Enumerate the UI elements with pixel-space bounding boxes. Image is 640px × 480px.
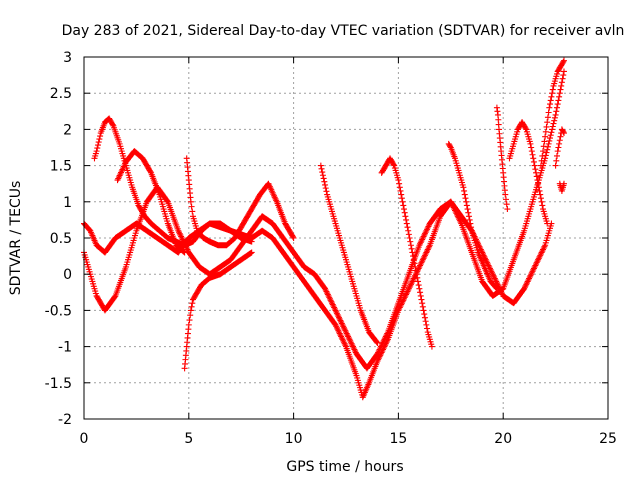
y-tick-label: 2.5 [50, 86, 72, 102]
y-tick-label: 0.5 [50, 231, 72, 247]
y-tick-label: 2 [63, 122, 72, 138]
x-tick-label: 25 [599, 431, 617, 447]
data-point-markers [493, 104, 511, 213]
series-track-7 [317, 162, 381, 346]
data-point-markers [183, 155, 297, 249]
y-tick-label: 0 [63, 267, 72, 283]
x-tick-label: 20 [494, 431, 512, 447]
axes: 0 5 10 15 20 25 -2 -1.5 -1 -0.5 0 0.5 1 1.5 2 2.5 3 [45, 50, 617, 447]
series-track-10 [493, 104, 511, 213]
y-tick-label: -1.5 [45, 376, 72, 392]
y-tick-label: -0.5 [45, 303, 72, 319]
x-tick-label: 10 [285, 431, 303, 447]
chart-title: Day 283 of 2021, Sidereal Day-to-day VTE… [62, 23, 625, 39]
series-track-11 [506, 119, 551, 227]
data-point-markers [506, 119, 551, 227]
x-tick-label: 5 [184, 431, 193, 447]
series-track-9 [445, 140, 500, 292]
x-axis-label: GPS time / hours [286, 459, 403, 475]
x-tick-label: 0 [80, 431, 89, 447]
series-track-14 [552, 126, 567, 169]
y-tick-label: 1.5 [50, 159, 72, 175]
data-point-markers [317, 162, 381, 346]
data-point-markers [552, 126, 567, 169]
data-point-markers [114, 148, 188, 256]
data-point-markers [556, 180, 567, 194]
y-axis-label: SDTVAR / TECUs [8, 181, 24, 296]
data-point-markers [537, 57, 567, 169]
data-point-markers [181, 249, 255, 372]
data-point-markers [378, 155, 435, 350]
series-track-13 [556, 180, 567, 194]
series-track-4 [114, 148, 188, 256]
y-tick-label: 1 [63, 195, 72, 211]
series-track-8 [378, 155, 435, 350]
series-track-6 [183, 155, 297, 249]
data-point-markers [445, 140, 500, 292]
y-tick-label: -2 [58, 412, 72, 428]
y-tick-label: -1 [58, 340, 72, 356]
series-track-12 [537, 57, 567, 169]
series-track-5 [181, 249, 255, 372]
plot-area [81, 57, 567, 401]
y-tick-label: 3 [63, 50, 72, 66]
x-tick-label: 15 [389, 431, 407, 447]
